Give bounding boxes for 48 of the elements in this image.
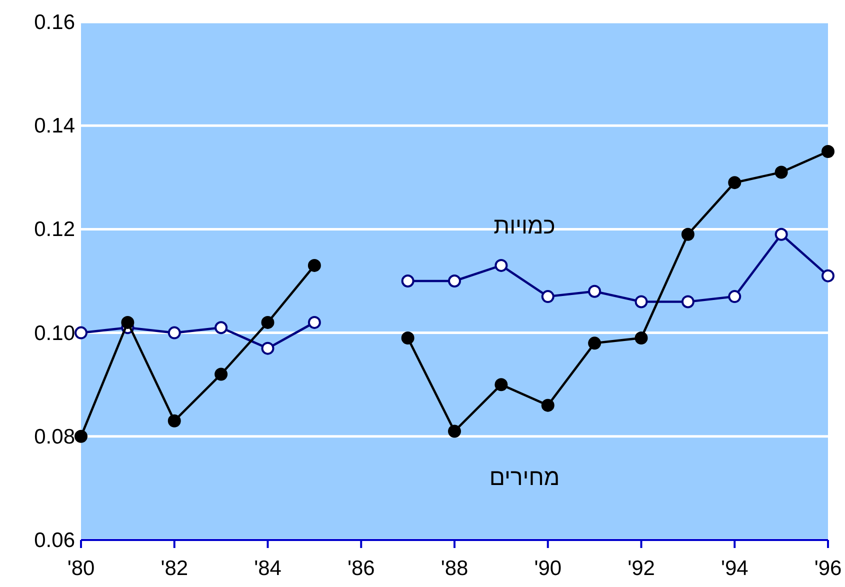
- point: [121, 316, 134, 329]
- point: [308, 316, 321, 329]
- x-tick-label: '88: [440, 557, 468, 580]
- y-tick-label: 0.06: [34, 529, 75, 552]
- point: [448, 274, 461, 288]
- x-tick-label: '82: [160, 557, 188, 580]
- point: [401, 331, 414, 344]
- point: [728, 176, 742, 190]
- series-label: מחירים: [489, 464, 560, 490]
- point: [681, 295, 694, 308]
- point: [822, 269, 834, 282]
- point: [774, 166, 788, 179]
- point: [634, 331, 648, 344]
- point: [588, 336, 602, 350]
- point: [494, 258, 508, 272]
- point: [168, 414, 181, 428]
- y-tick-label: 0.14: [34, 114, 76, 138]
- point: [541, 290, 554, 304]
- point: [822, 145, 834, 158]
- y-tick-label: 0.10: [34, 322, 75, 345]
- point: [214, 368, 228, 381]
- point: [261, 316, 274, 329]
- x-tick-label: '96: [814, 557, 842, 580]
- x-tick-label: '86: [347, 557, 375, 580]
- x-tick-label: '94: [720, 557, 749, 580]
- series-label: כמויות: [494, 212, 556, 239]
- point: [261, 342, 274, 355]
- x-tick-label: '84: [254, 557, 282, 580]
- point: [74, 326, 88, 340]
- point: [448, 424, 461, 438]
- point: [681, 228, 694, 241]
- point: [588, 284, 602, 298]
- point: [541, 398, 554, 412]
- y-tick-label: 0.12: [34, 218, 75, 242]
- x-tick-label: '92: [628, 557, 655, 580]
- y-tick-label: 0.16: [34, 11, 75, 34]
- point: [634, 295, 648, 308]
- point: [168, 326, 181, 340]
- point: [308, 258, 321, 272]
- point: [401, 274, 414, 288]
- point: [214, 321, 228, 334]
- point: [728, 290, 742, 304]
- x-tick-label: '90: [534, 557, 562, 580]
- point: [74, 430, 88, 443]
- y-tick-label: 0.08: [34, 425, 75, 448]
- point: [774, 228, 788, 241]
- point: [494, 378, 508, 392]
- x-tick-label: '80: [67, 557, 95, 580]
